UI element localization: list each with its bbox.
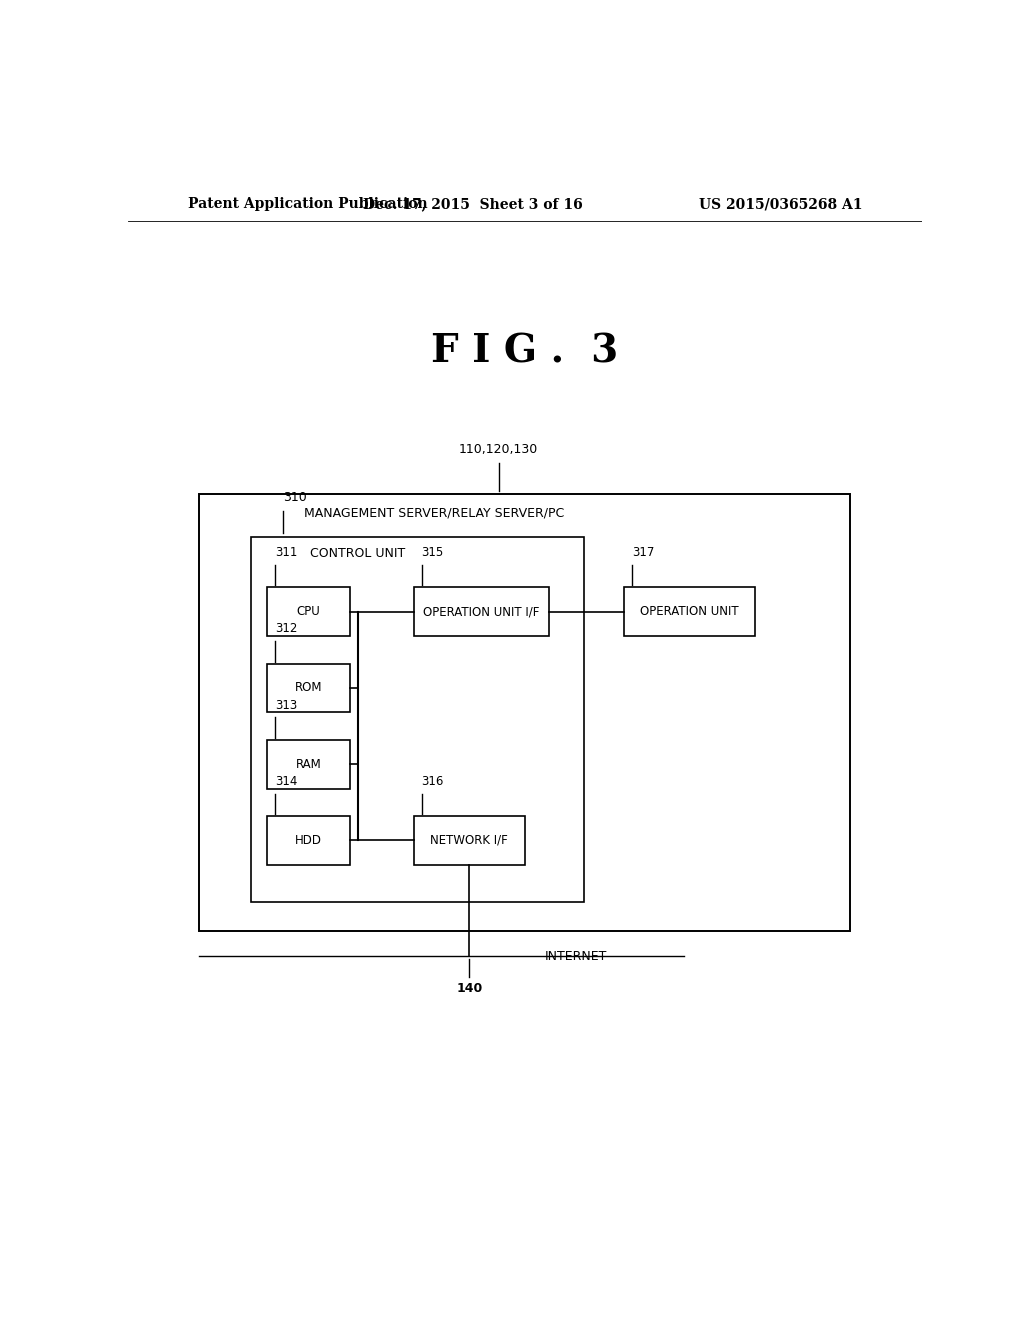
Text: Dec. 17, 2015  Sheet 3 of 16: Dec. 17, 2015 Sheet 3 of 16 xyxy=(364,197,583,211)
Bar xyxy=(267,816,350,865)
Text: CONTROL UNIT: CONTROL UNIT xyxy=(310,546,406,560)
Text: 316: 316 xyxy=(422,775,444,788)
Text: US 2015/0365268 A1: US 2015/0365268 A1 xyxy=(698,197,862,211)
Text: 317: 317 xyxy=(632,546,654,560)
Text: 315: 315 xyxy=(422,546,443,560)
Text: NETWORK I/F: NETWORK I/F xyxy=(430,834,508,847)
Text: 140: 140 xyxy=(456,982,482,995)
Bar xyxy=(414,816,524,865)
Bar xyxy=(267,587,350,636)
Text: OPERATION UNIT I/F: OPERATION UNIT I/F xyxy=(423,605,540,618)
Bar xyxy=(414,587,549,636)
Text: CPU: CPU xyxy=(297,605,321,618)
Text: INTERNET: INTERNET xyxy=(545,950,607,962)
Text: 313: 313 xyxy=(274,698,297,711)
Bar xyxy=(624,587,755,636)
Text: 310: 310 xyxy=(283,491,306,504)
Bar xyxy=(251,536,585,903)
Text: OPERATION UNIT: OPERATION UNIT xyxy=(640,605,738,618)
Text: RAM: RAM xyxy=(296,758,322,771)
Text: MANAGEMENT SERVER/RELAY SERVER/PC: MANAGEMENT SERVER/RELAY SERVER/PC xyxy=(303,506,564,519)
Text: ROM: ROM xyxy=(295,681,323,694)
Text: 311: 311 xyxy=(274,546,297,560)
Text: 312: 312 xyxy=(274,623,297,635)
Text: 314: 314 xyxy=(274,775,297,788)
Bar xyxy=(267,664,350,713)
Bar xyxy=(200,494,850,931)
Bar xyxy=(267,739,350,788)
Text: F I G .  3: F I G . 3 xyxy=(431,333,618,371)
Text: 110,120,130: 110,120,130 xyxy=(459,442,539,455)
Text: HDD: HDD xyxy=(295,834,322,847)
Text: Patent Application Publication: Patent Application Publication xyxy=(187,197,427,211)
